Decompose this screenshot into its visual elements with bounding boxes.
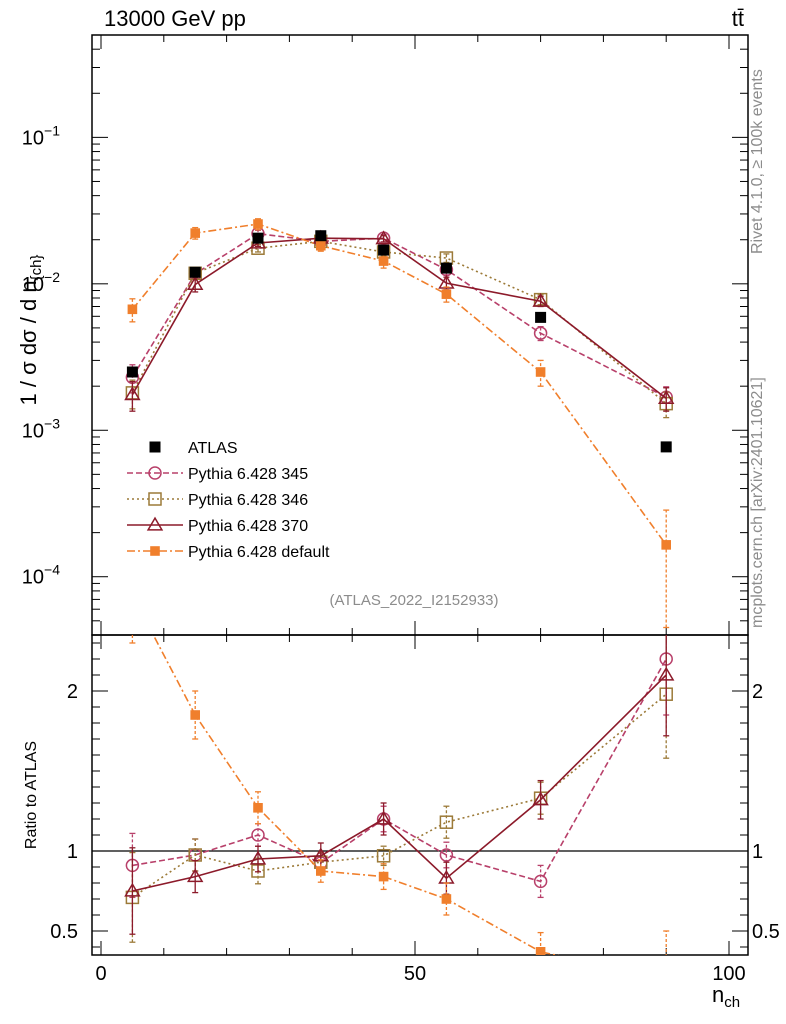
series-3-point [657,390,675,404]
series-4-point [127,304,138,315]
x-tick-label: 0 [95,963,106,985]
y-axis-label-main: 1 / σ dσ / d n{ch} [16,255,45,406]
ratio-series-layer [124,590,675,984]
legend-marker [150,546,160,556]
legend-label: Pythia 6.428 345 [188,466,308,483]
main-panel: 10−4 10−3 10−2 10−1 [22,34,749,955]
series-3-line [131,237,667,400]
y-tick-label-ratio-right: 0.5 [752,921,780,943]
series-4-ratio-point [441,894,452,904]
y-tick-label-ratio-right: 1 [752,841,763,863]
series-4-ratio-point [128,590,138,600]
ratio-frame [91,634,749,956]
series-1-point [533,326,548,340]
series-4-ratio [128,590,671,984]
series-1-main [125,226,673,411]
series-2-main [125,234,673,419]
header-right-label: tt̄ [732,6,744,31]
series-3-point [532,292,549,307]
series-3-ratio-point [375,810,392,825]
series-3-ratio-point [249,850,267,865]
y-tick-label-ratio: 1 [67,841,78,863]
legend-marker [149,441,161,453]
series-4-line [131,223,667,546]
legend-label: Pythia 6.428 370 [188,518,308,535]
y-tick-label-ratio: 2 [67,681,78,703]
series-4-ratio-point [661,974,671,984]
rivet-version-label: Rivet 4.1.0, ≥ 100k events [749,69,766,254]
series-3-ratio [124,635,675,935]
series-4-point [378,256,389,266]
data-point [189,266,201,278]
series-2-ratio-point [439,815,454,829]
series-2-ratio-line [131,693,667,899]
y-tick-label-main: 10−3 [22,415,60,442]
series-1-line [131,232,667,398]
y-tick-label-main: 10−4 [22,562,60,589]
data-point [126,366,138,378]
series-3-ratio-point [186,868,204,883]
series-4-ratio-point [535,947,546,955]
series-2-ratio-point [376,849,391,863]
x-axis-label: nch [712,982,740,1011]
x-tick-label: 50 [404,963,426,985]
series-4-point [441,289,452,299]
axis-labels: 1 / σ dσ / d n{ch} Ratio to ATLAS nch [16,255,740,1011]
series-4-point [661,540,671,550]
data-point [315,230,327,242]
data-point [535,311,547,323]
series-3-main [124,229,675,412]
series-1-ratio-line [132,658,667,883]
series-4-point [190,228,200,238]
series-4-ratio-line [152,635,560,955]
series-3-ratio-line [132,674,667,892]
x-tick-label: 100 [712,963,745,985]
series-1-ratio-point [533,874,548,889]
series-3-ratio-point [532,791,549,806]
legend-marker [148,492,162,506]
series-4-ratio-point [378,871,389,882]
series-4-point [316,240,326,251]
series-3-point [124,386,141,401]
series-4-main [127,218,671,629]
series-3-point [375,230,392,245]
legend-label: Pythia 6.428 346 [188,492,308,509]
series-4-point [253,219,263,229]
main-series-layer [124,218,675,629]
legend-marker [146,516,164,531]
series-4-ratio-point [316,866,326,876]
legend: ATLAS Pythia 6.428 345 Pythia 6.428 346 Pyt… [127,440,330,561]
mcplots-credit-label: mcplots.cern.ch [arXiv:2401.10621] [749,377,766,628]
series-3-point [438,274,455,289]
series-4-ratio-point [190,710,200,720]
series-2-ratio [125,635,673,943]
data-point [252,232,264,244]
ratio-panel: 0 50 100 0.5 0.5 1 1 2 2 [50,590,780,985]
y-tick-label-main: 10−1 [22,122,60,149]
side-annotations: Rivet 4.1.0, ≥ 100k events mcplots.cern.… [749,69,766,628]
series-3-ratio-point [124,882,141,897]
series-3-ratio-point [657,666,675,681]
legend-label: ATLAS [188,440,238,457]
legend-label: Pythia 6.428 default [188,544,330,561]
series-1-ratio-point [439,848,454,862]
data-point [660,441,672,453]
series-3-point [186,276,204,291]
series-4-point [535,367,546,377]
y-tick-label-main: 10−2 [22,269,60,296]
y-axis-label-ratio: Ratio to ATLAS [23,741,40,849]
chart-header: 13000 GeV pp tt̄ [104,6,744,31]
series-4-ratio-point [253,803,263,813]
analysis-id-label: (ATLAS_2022_I2152933) [329,592,498,609]
y-tick-label-ratio-right: 2 [752,681,763,703]
series-2-line [131,240,667,405]
data-points [126,230,672,453]
legend-marker [148,466,162,480]
data-point [440,262,452,274]
y-tick-label-ratio: 0.5 [50,921,78,943]
series-1-ratio-point [251,828,265,842]
data-point [378,244,390,256]
header-left-label: 13000 GeV pp [104,6,246,31]
